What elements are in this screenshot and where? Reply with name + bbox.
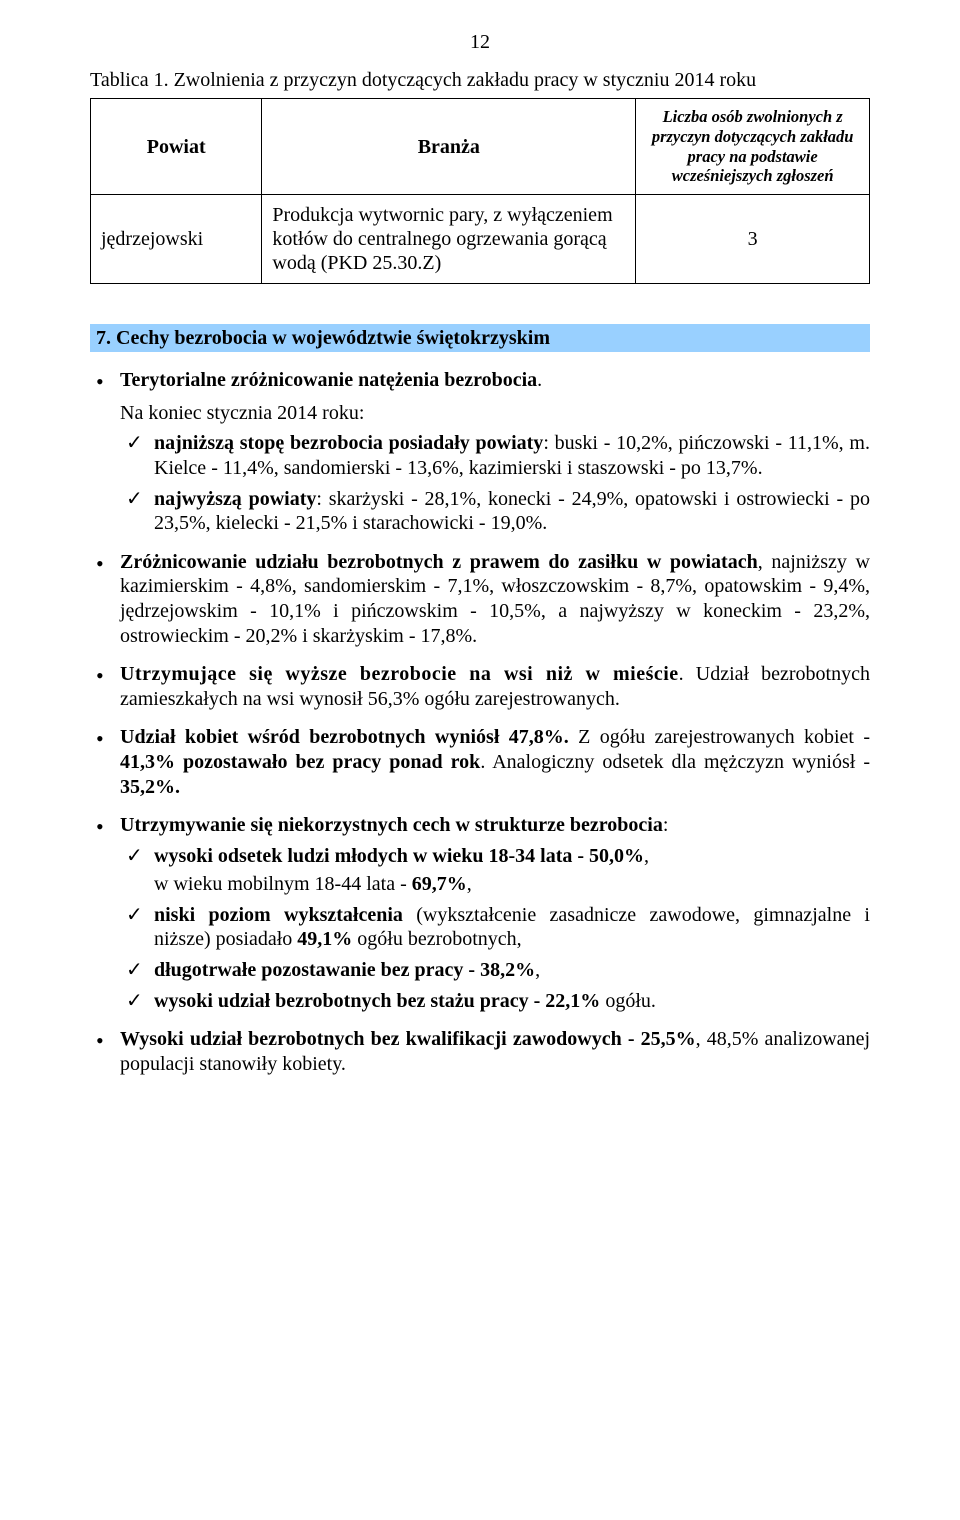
cell-powiat: jędrzejowski (91, 195, 262, 284)
bold-text: najwyższą powiaty (154, 488, 316, 510)
check-list-1: najniższą stopę bezrobocia posiadały pow… (120, 431, 870, 535)
bullet-title: Terytorialne zróżnicowanie natężenia bez… (120, 369, 537, 391)
sub-para: Na koniec stycznia 2014 roku: (120, 401, 870, 426)
table-caption: Tablica 1. Zwolnienia z przyczyn dotyczą… (90, 68, 870, 92)
cell-branza: Produkcja wytwornic pary, z wyłączeniem … (262, 195, 636, 284)
text: Z ogółu zarejestrowanych kobiet - (569, 726, 870, 748)
check-item: najwyższą powiaty: skarżyski - 28,1%, ko… (120, 487, 870, 536)
th-powiat: Powiat (91, 99, 262, 195)
bold-text: wysoki odsetek ludzi młodych w wieku 18-… (154, 845, 644, 867)
bold-text: Utrzymywanie się niekorzystnych cech w s… (120, 814, 663, 836)
check-item: wysoki udział bezrobotnych bez stażu pra… (120, 989, 870, 1014)
bold-text: wysoki udział bezrobotnych bez stażu pra… (154, 990, 600, 1012)
text: , (644, 845, 649, 867)
text: w wieku mobilnym 18-44 lata - (154, 873, 412, 895)
dismissals-table: Powiat Branża Liczba osób zwolnionych z … (90, 98, 870, 284)
bullet-zroznicowanie: Zróżnicowanie udziału bezrobotnych z pra… (90, 550, 870, 648)
th-branza: Branża (262, 99, 636, 195)
bold-text: 35,2%. (120, 776, 180, 798)
bold-text: najniższą stopę bezrobocia posiadały pow… (154, 432, 543, 454)
text: ogółu bezrobotnych, (352, 928, 521, 950)
table-row: jędrzejowski Produkcja wytwornic pary, z… (91, 195, 870, 284)
sub-line: w wieku mobilnym 18-44 lata - 69,7%, (154, 872, 870, 897)
cell-liczba: 3 (636, 195, 870, 284)
check-item: niski poziom wykształcenia (wykształceni… (120, 903, 870, 952)
check-item: długotrwałe pozostawanie bez pracy - 38,… (120, 958, 870, 983)
bold-text: Wysoki udział bezrobotnych bez kwalifika… (120, 1028, 696, 1050)
text: . Analogiczny odsetek dla mężczyzn wynió… (480, 751, 870, 773)
text: , (467, 873, 472, 895)
bold-text: niski poziom wykształcenia (154, 904, 416, 926)
text: : (663, 814, 669, 836)
text: ogółu. (600, 990, 656, 1012)
section-heading: 7. Cechy bezrobocia w województwie święt… (90, 324, 870, 352)
check-item: najniższą stopę bezrobocia posiadały pow… (120, 431, 870, 480)
bold-text: długotrwałe pozostawanie bez pracy - 38,… (154, 959, 535, 981)
main-bullet-list: Terytorialne zróżnicowanie natężenia bez… (90, 368, 870, 1076)
page-number: 12 (90, 30, 870, 54)
bullet-kwalifikacje: Wysoki udział bezrobotnych bez kwalifika… (90, 1027, 870, 1076)
bullet-utrzymujace: Utrzymujące się wyższe bezrobocie na wsi… (90, 662, 870, 711)
check-item: wysoki odsetek ludzi młodych w wieku 18-… (120, 844, 870, 897)
text: , (535, 959, 540, 981)
bullet-terytorialne: Terytorialne zróżnicowanie natężenia bez… (90, 368, 870, 536)
bold-text: Udział kobiet wśród bezrobotnych wyniósł… (120, 726, 569, 748)
bullet-niekorzystne-cechy: Utrzymywanie się niekorzystnych cech w s… (90, 813, 870, 1013)
bold-text: Zróżnicowanie udziału bezrobotnych z pra… (120, 551, 758, 573)
bold-text: 69,7% (412, 873, 467, 895)
th-liczba: Liczba osób zwolnionych z przyczyn dotyc… (636, 99, 870, 195)
bold-text: Utrzymujące się wyższe bezrobocie na wsi… (120, 663, 679, 685)
bold-text: 41,3% pozostawało bez pracy ponad rok (120, 751, 480, 773)
check-list-2: wysoki odsetek ludzi młodych w wieku 18-… (120, 844, 870, 1014)
bold-text: 49,1% (297, 928, 352, 950)
bullet-udzial-kobiet: Udział kobiet wśród bezrobotnych wyniósł… (90, 725, 870, 799)
